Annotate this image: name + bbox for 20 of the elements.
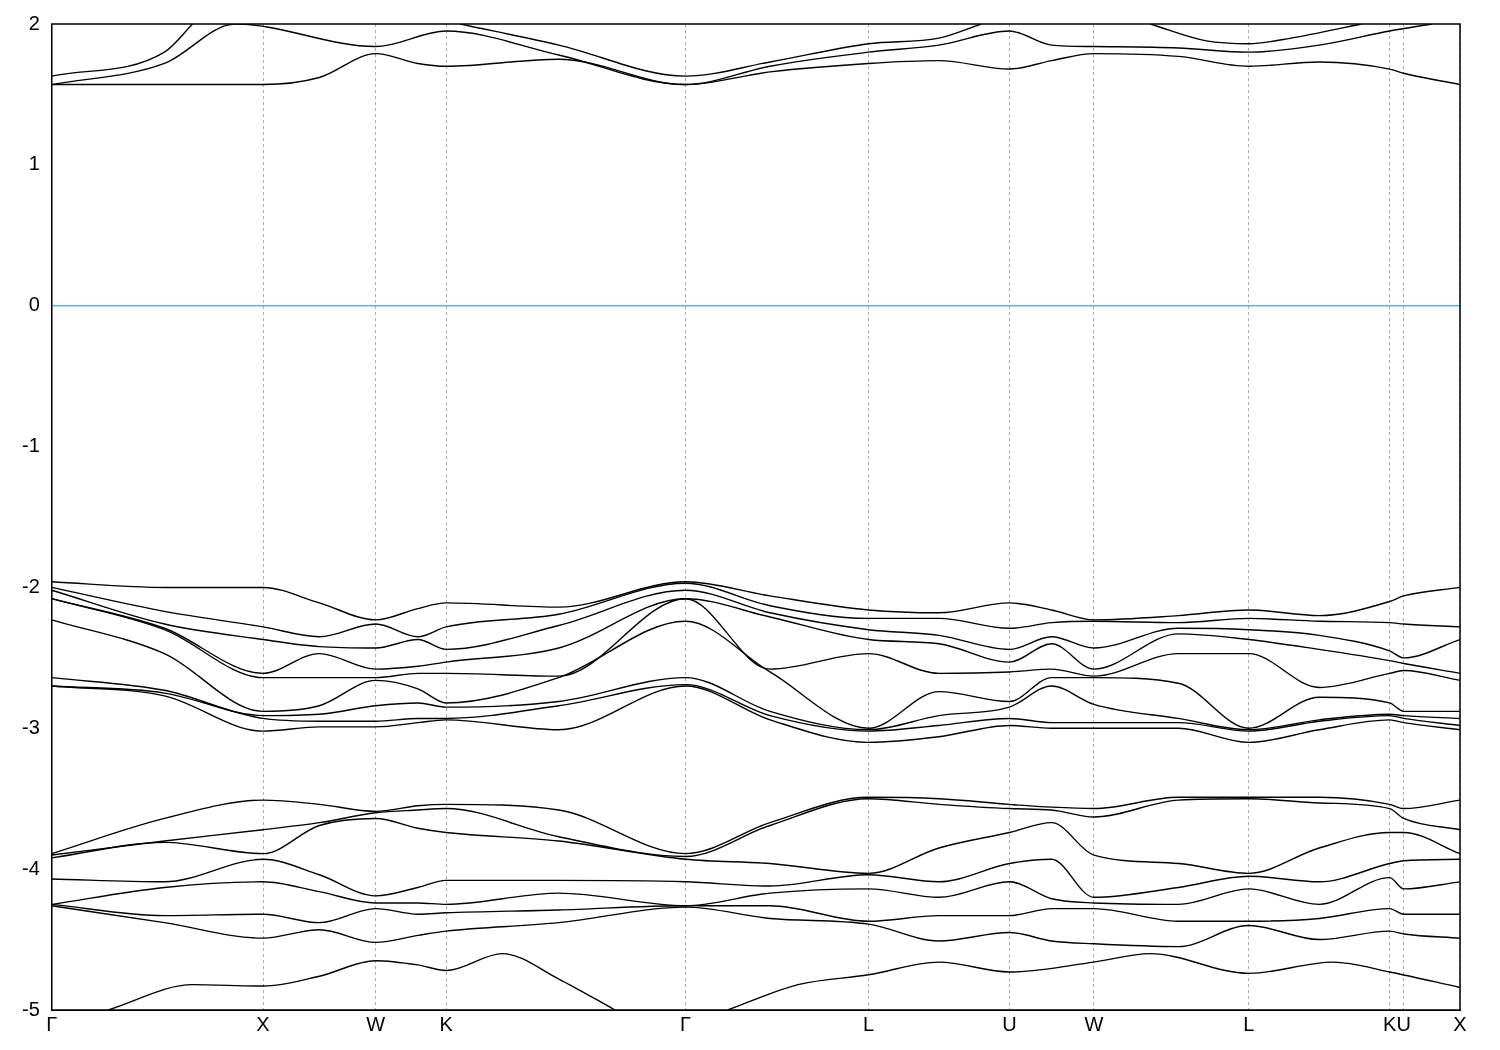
y-tick-label: -5 (21, 997, 40, 1020)
y-tick-label: -1 (21, 434, 40, 457)
y-tick-label: -3 (21, 715, 40, 738)
x-tick-label: L (862, 1012, 875, 1035)
y-tick-label: 1 (28, 152, 40, 175)
y-tick-label: -4 (21, 856, 40, 879)
x-tick-label: Γ (46, 1012, 58, 1035)
x-tick-label: U (1396, 1012, 1411, 1035)
x-tick-label: W (1084, 1012, 1104, 1035)
x-tick-label: W (366, 1012, 386, 1035)
x-tick-label: L (1243, 1012, 1255, 1035)
x-tick-label: Γ (679, 1012, 691, 1035)
x-tick-label: K (1382, 1012, 1397, 1035)
x-tick-label: X (256, 1012, 270, 1035)
y-tick-label: -2 (21, 574, 40, 597)
y-tick-label: 0 (28, 293, 40, 316)
y-tick-label: 2 (28, 11, 40, 34)
x-tick-label: X (1453, 1012, 1467, 1035)
x-tick-label: U (1002, 1012, 1017, 1035)
x-tick-label: K (439, 1012, 454, 1035)
